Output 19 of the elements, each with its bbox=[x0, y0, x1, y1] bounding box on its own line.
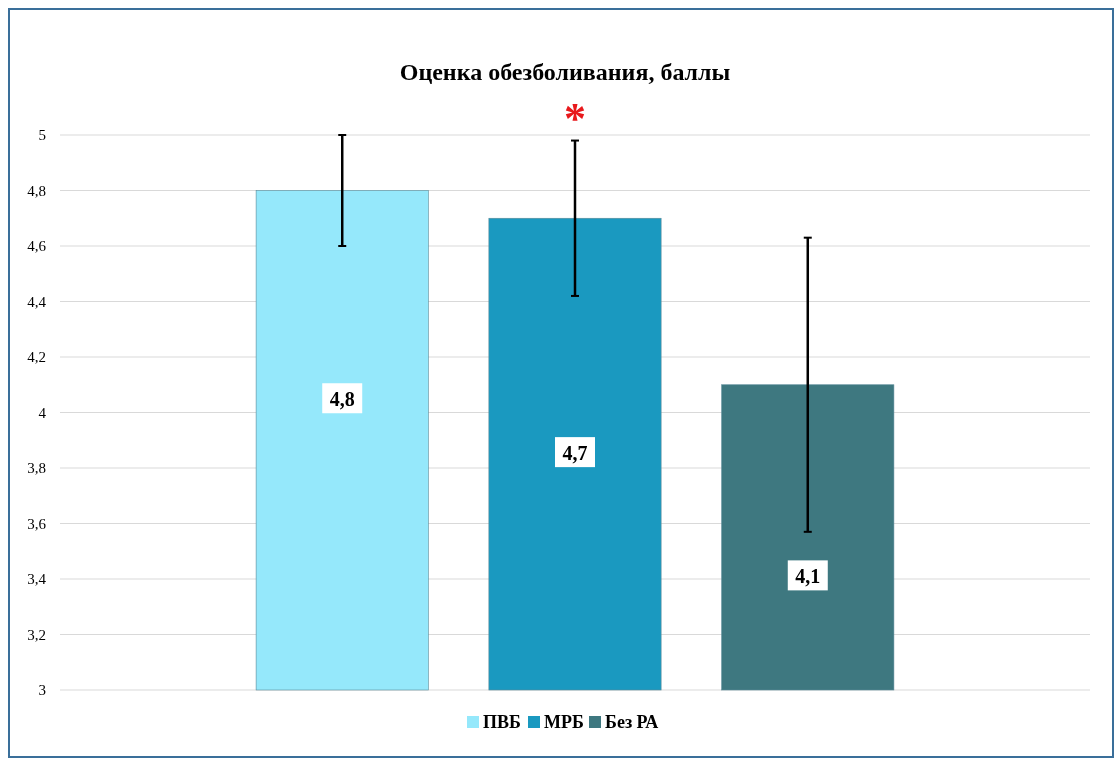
y-tick-label: 3,4 bbox=[27, 571, 47, 587]
chart-title: Оценка обезболивания, баллы bbox=[399, 59, 731, 85]
y-tick-label: 3,2 bbox=[27, 626, 46, 643]
data-label: 4,1 bbox=[795, 565, 821, 588]
y-tick-label: 3 bbox=[38, 682, 46, 698]
annotation: * bbox=[564, 94, 586, 143]
y-tick-label: 3,8 bbox=[27, 460, 46, 476]
y-tick-label: 4,6 bbox=[27, 238, 47, 254]
legend-label: МРБ bbox=[544, 712, 584, 732]
legend-label: ПВБ bbox=[483, 712, 521, 732]
legend-label: Без РА bbox=[605, 712, 659, 732]
y-tick-label: 4,4 bbox=[27, 293, 47, 310]
y-tick-label: 5 bbox=[38, 127, 46, 143]
y-tick-label: 3,6 bbox=[27, 515, 47, 532]
y-tick-label: 4,2 bbox=[27, 349, 46, 365]
data-label: 4,8 bbox=[329, 388, 355, 411]
y-tick-label: 4 bbox=[38, 404, 47, 421]
y-tick-label: 4,8 bbox=[27, 182, 46, 199]
data-label: 4,7 bbox=[562, 442, 588, 465]
